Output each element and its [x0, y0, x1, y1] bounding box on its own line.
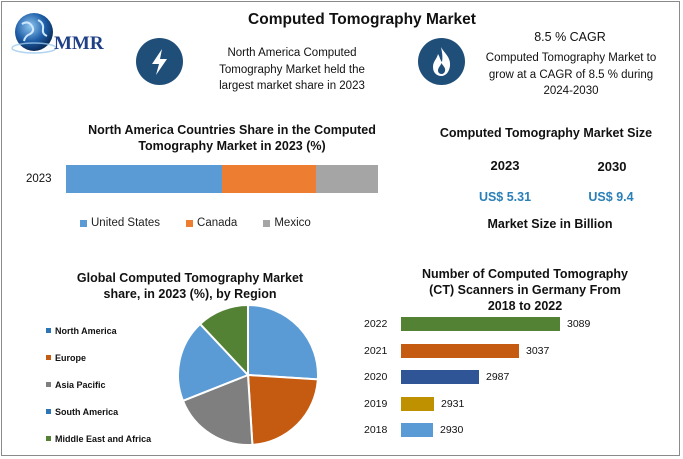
pie-legend-item: Asia Pacific: [46, 371, 176, 398]
legend-swatch: [263, 219, 271, 227]
flame-icon: [433, 47, 451, 76]
market-size-title: Computed Tomography Market Size: [439, 126, 653, 140]
market-size-note: Market Size in Billion: [487, 217, 613, 231]
legend-label: North America: [55, 325, 117, 336]
lightning-icon: [152, 49, 167, 75]
hbar-chart-title: Number of Computed Tomography (CT) Scann…: [400, 266, 650, 314]
stacked-chart-title: North America Countries Share in the Com…: [62, 122, 402, 154]
legend-label: Canada: [197, 217, 238, 229]
hbar-bar-2020: [401, 370, 479, 384]
stacked-segment-canada: [222, 165, 316, 193]
pie-legend-item: North America: [46, 317, 176, 344]
hbar-category-label: 2019: [364, 397, 388, 410]
info-left-text: North America Computed Tomography Market…: [198, 45, 386, 95]
stacked-category-label: 2023: [26, 173, 52, 185]
legend-label: Mexico: [274, 217, 311, 229]
legend-swatch: [80, 219, 87, 227]
stacked-legend-item: United States: [80, 217, 160, 229]
stacked-segment-mexico: [316, 165, 378, 193]
pie-legend: North America Europe Asia Pacific South Ame…: [46, 317, 176, 452]
legend-label: Europe: [55, 352, 87, 363]
hbar-category-label: 2021: [364, 344, 388, 357]
hbar-chart-title-line: (CT) Scanners in Germany From: [429, 283, 621, 297]
info-left-line: largest market share in 2023: [219, 80, 365, 92]
market-size-value-2023: US$ 5.31: [478, 190, 532, 204]
page-title: Computed Tomography Market: [248, 11, 476, 28]
hbar-bar-2021: [401, 343, 519, 358]
hbar-chart: 2022 3089 2021 3037 2020 2987 2019 2931 2018 2930: [352, 314, 662, 448]
pie-slice-europe: [246, 373, 319, 446]
legend-label: United States: [91, 217, 161, 229]
hbar-data-label: 2987: [486, 371, 510, 383]
hbar-chart-title-line: 2018 to 2022: [487, 299, 563, 313]
legend-label: Asia Pacific: [55, 379, 106, 390]
pie-slice-south-america: [177, 322, 250, 403]
pie-chart-title: Global Computed Tomography Market share,…: [40, 270, 340, 302]
stacked-bar: [66, 165, 378, 193]
logo-text: MMR: [54, 33, 104, 54]
brand-logo: MMR: [8, 10, 128, 58]
info-right-line: grow at a CAGR of 8.5 % during: [488, 68, 654, 81]
hbar-data-label: 2931: [441, 397, 465, 410]
info-right-line: 2024-2030: [543, 85, 599, 97]
hbar-data-label: 3037: [526, 344, 550, 357]
legend-swatch: [46, 382, 51, 387]
info-left-line: Tomography Market held the: [219, 63, 365, 76]
info-right-text: Computed Tomography Market to grow at a …: [472, 50, 670, 100]
flame-badge: [418, 38, 465, 85]
legend-label: South America: [55, 406, 119, 417]
stacked-segment-united-states: [66, 165, 222, 193]
pie-legend-item: South America: [46, 398, 176, 425]
hbar-data-label: 3089: [567, 318, 591, 330]
hbar-chart-title-line: Number of Computed Tomography: [421, 267, 628, 281]
legend-swatch: [46, 436, 51, 441]
hbar-category-label: 2018: [364, 424, 388, 436]
hbar-bar-2019: [401, 396, 434, 411]
stacked-legend-item: Canada: [186, 217, 237, 229]
legend-swatch: [186, 219, 194, 227]
globe-icon: [11, 13, 57, 54]
hbar-category-label: 2022: [364, 318, 388, 330]
pie-chart-title-line: share, in 2023 (%), by Region: [103, 287, 277, 301]
stacked-chart-title-line: Tomography Market in 2023 (%): [138, 139, 326, 153]
market-size-year-2023: 2023: [490, 158, 520, 173]
legend-swatch: [46, 409, 51, 414]
stacked-legend-item: Mexico: [263, 217, 311, 229]
pie-chart: [177, 303, 319, 446]
stacked-legend: United States Canada Mexico: [80, 217, 400, 229]
pie-chart-title-line: Global Computed Tomography Market: [76, 271, 304, 285]
market-size-value-2030: US$ 9.4: [588, 190, 634, 204]
info-right-heading: 8.5 % CAGR: [534, 30, 606, 44]
market-size-year-2030: 2030: [597, 159, 627, 174]
pie-slice-asia-pacific: [181, 373, 254, 446]
hbar-bar-2022: [401, 317, 560, 331]
info-left-line: North America Computed: [227, 47, 357, 59]
legend-swatch: [46, 328, 51, 333]
hbar-bar-2018: [401, 423, 433, 437]
hbar-category-label: 2020: [364, 371, 388, 383]
pie-slice-middle-east-and-africa: [198, 303, 249, 378]
pie-legend-item: Middle East and Africa: [46, 425, 176, 452]
info-right-line: Computed Tomography Market to: [485, 52, 657, 64]
pie-legend-item: Europe: [46, 344, 176, 371]
lightning-badge: [136, 38, 183, 85]
pie-slice-north-america: [247, 303, 319, 381]
stacked-chart-title-line: North America Countries Share in the Com…: [88, 123, 376, 137]
hbar-data-label: 2930: [440, 424, 464, 436]
legend-label: Middle East and Africa: [55, 433, 152, 444]
legend-swatch: [46, 355, 51, 360]
